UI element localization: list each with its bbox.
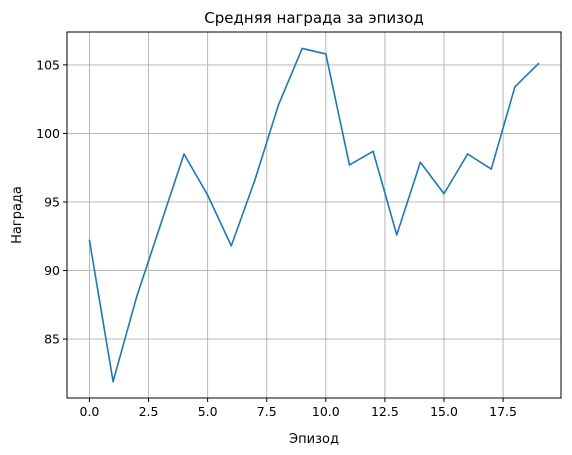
data-point [348,164,351,166]
x-tick-label: 2.5 [139,404,159,419]
x-tick-label: 17.5 [489,404,517,419]
x-tick-label: 15.0 [430,404,458,419]
x-tick-label: 0.0 [80,404,100,419]
data-point [135,295,138,298]
data-point [254,179,256,181]
y-tick-label: 100 [36,126,60,141]
data-point [325,53,327,55]
chart-title: Средняя награда за эпизод [204,9,423,27]
data-point [301,47,303,50]
data-point [230,245,233,247]
x-tick-label: 5.0 [198,404,218,419]
data-point [112,380,114,383]
data-point [466,153,469,155]
grid-lines [67,32,561,398]
x-axis: 0.0 2.5 5.0 7.5 10.0 12.5 15.0 17.5 [80,398,517,419]
x-axis-label: Эпизод [289,432,339,447]
y-axis-label: Награда [10,186,25,244]
data-point [537,62,540,65]
x-tick-label: 7.5 [257,404,277,419]
series-layer [88,47,540,383]
y-axis: 85 90 95 100 105 [36,57,67,347]
data-point [206,194,209,196]
series-line [88,47,540,383]
x-tick-label: 10.0 [312,404,340,419]
y-tick-label: 85 [44,332,60,347]
y-tick-label: 90 [44,263,60,278]
y-tick-label: 95 [44,194,60,209]
data-point [443,192,445,195]
data-point [159,224,162,227]
data-point [395,234,398,236]
plot-frame [66,31,562,399]
data-point [490,168,493,170]
data-point [419,161,422,164]
x-tick-label: 12.5 [371,404,399,419]
data-point [514,86,516,88]
data-point [183,153,185,155]
data-point [88,239,91,242]
y-tick-label: 105 [36,57,60,72]
data-point [277,103,280,106]
data-point [372,150,374,153]
